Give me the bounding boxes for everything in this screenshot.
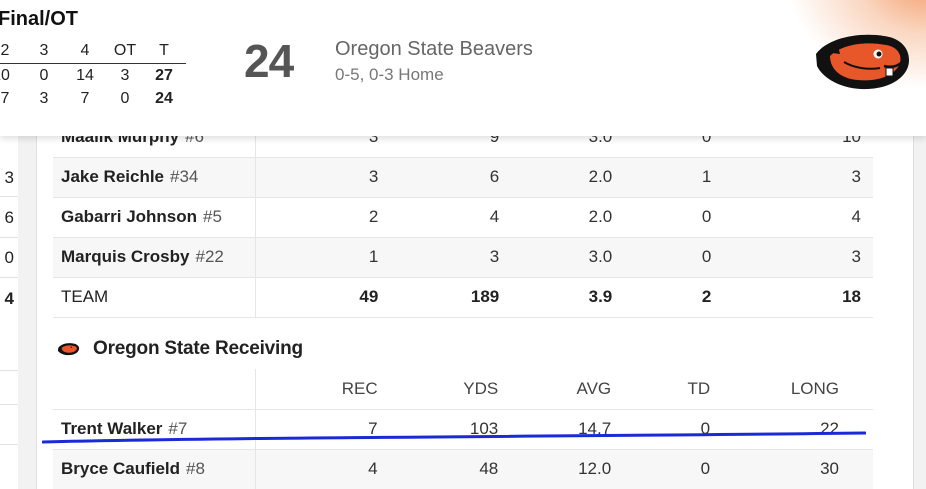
stat-long: 30 — [710, 449, 873, 489]
table-header-row: REC YDS AVG TD LONG — [53, 369, 873, 410]
stat-avg: 2.0 — [499, 197, 613, 238]
stat-td: 0 — [612, 197, 712, 238]
receiving-section-header: Oregon State Receiving — [55, 336, 303, 362]
stat-avg: 3.0 — [499, 237, 613, 278]
total-score: 24 — [155, 90, 173, 107]
col-header-td[interactable]: TD — [611, 369, 711, 410]
stat-yds: 189 — [378, 277, 500, 318]
left-cell: 0 — [4, 248, 14, 267]
stat-td: 1 — [612, 157, 712, 198]
table-row: Gabarri Johnson #5 2 4 2.0 0 4 — [53, 197, 873, 238]
score-header: Final/OT 2 3 4 OT T 10 0 14 3 27 7 3 7 0… — [0, 0, 926, 136]
header-blank — [53, 369, 256, 410]
period-label: 3 — [39, 42, 49, 59]
period-score: 10 — [0, 67, 10, 84]
stat-avg: 12.0 — [498, 449, 612, 489]
stat-td: 0 — [612, 237, 712, 278]
stat-td: 0 — [611, 449, 711, 489]
stat-avg: 14.7 — [498, 409, 612, 450]
col-header-long[interactable]: LONG — [710, 369, 873, 410]
period-score: 14 — [76, 67, 94, 84]
col-header-avg[interactable]: AVG — [498, 369, 612, 410]
period-score: 0 — [39, 67, 49, 84]
period-label: 2 — [0, 42, 10, 59]
player-number: #8 — [186, 459, 205, 478]
player-number: #5 — [203, 207, 222, 226]
period-score: 7 — [80, 90, 90, 107]
stat-car: 3 — [255, 157, 379, 198]
total-score: 27 — [155, 67, 173, 84]
annotation-underline — [42, 431, 866, 444]
period-score: 3 — [39, 90, 49, 107]
team-name-link[interactable]: Oregon State Beavers — [335, 38, 533, 60]
stat-td: 0 — [611, 409, 711, 450]
beaver-logo-icon — [57, 343, 80, 356]
divider — [0, 370, 18, 371]
team-record: 0-5, 0-3 Home — [335, 65, 444, 84]
period-label: OT — [113, 42, 137, 59]
rushing-table: Maalik Murphy #6 3 9 3.0 0 10 Jake Reichl… — [53, 117, 873, 318]
col-header-yds[interactable]: YDS — [377, 369, 499, 410]
stat-long: 18 — [711, 277, 873, 318]
player-number: #7 — [168, 419, 188, 438]
table-row: Marquis Crosby #22 1 3 3.0 0 3 — [53, 237, 873, 278]
divider — [0, 444, 18, 445]
team-score: 24 — [244, 35, 294, 87]
stat-rec: 4 — [255, 449, 378, 489]
player-name-cell[interactable]: Gabarri Johnson #5 — [53, 197, 257, 238]
divider — [0, 237, 18, 238]
period-label: T — [159, 42, 169, 59]
divider — [0, 196, 18, 197]
player-name-cell[interactable]: Trent Walker #7 — [53, 409, 256, 450]
stat-yds: 6 — [378, 157, 500, 198]
stat-long: 3 — [711, 237, 873, 278]
player-name[interactable]: Jake Reichle — [61, 167, 165, 186]
player-name[interactable]: Marquis Crosby — [61, 247, 190, 266]
team-total-row: TEAM 49 189 3.9 2 18 — [53, 277, 873, 318]
game-status: Final/OT — [0, 8, 78, 30]
player-name-cell[interactable]: Jake Reichle #34 — [53, 157, 257, 198]
stat-yds: 3 — [378, 237, 500, 278]
player-name[interactable]: Bryce Caufield — [61, 459, 181, 478]
stat-rec: 7 — [255, 409, 378, 450]
stat-long: 4 — [711, 197, 873, 238]
stat-car: 2 — [255, 197, 379, 238]
stat-avg: 2.0 — [499, 157, 613, 198]
period-score: 0 — [120, 90, 130, 107]
player-name-cell[interactable]: Bryce Caufield #8 — [53, 449, 256, 489]
stat-yds: 4 — [378, 197, 500, 238]
stat-yds: 48 — [377, 449, 499, 489]
stat-car: 1 — [255, 237, 379, 278]
player-name[interactable]: Gabarri Johnson — [61, 207, 198, 226]
table-row: Jake Reichle #34 3 6 2.0 1 3 — [53, 157, 873, 198]
team-label: TEAM — [53, 277, 257, 318]
player-number: #22 — [195, 247, 224, 266]
left-cell: 6 — [4, 208, 14, 227]
period-score: 7 — [0, 90, 10, 107]
linescore-divider — [0, 63, 186, 64]
stat-yds: 103 — [377, 409, 499, 450]
divider — [0, 404, 18, 405]
player-name[interactable]: Trent Walker — [61, 419, 163, 438]
left-cell: 4 — [4, 289, 14, 308]
player-name-cell[interactable]: Marquis Crosby #22 — [53, 237, 257, 278]
period-score: 3 — [120, 67, 130, 84]
col-header-rec[interactable]: REC — [255, 369, 378, 410]
receiving-table: REC YDS AVG TD LONG Trent Walker #7 7 103… — [53, 369, 873, 489]
stat-avg: 3.9 — [499, 277, 613, 318]
player-number: #34 — [170, 167, 199, 186]
section-title: Oregon State Receiving — [93, 338, 303, 359]
divider — [0, 277, 18, 278]
beaver-logo-icon[interactable] — [814, 32, 910, 90]
table-row: Bryce Caufield #8 4 48 12.0 0 30 — [53, 449, 873, 489]
stat-td: 2 — [612, 277, 712, 318]
stat-long: 3 — [711, 157, 873, 198]
period-label: 4 — [80, 42, 90, 59]
left-cell: 3 — [4, 168, 14, 187]
stat-car: 49 — [255, 277, 379, 318]
